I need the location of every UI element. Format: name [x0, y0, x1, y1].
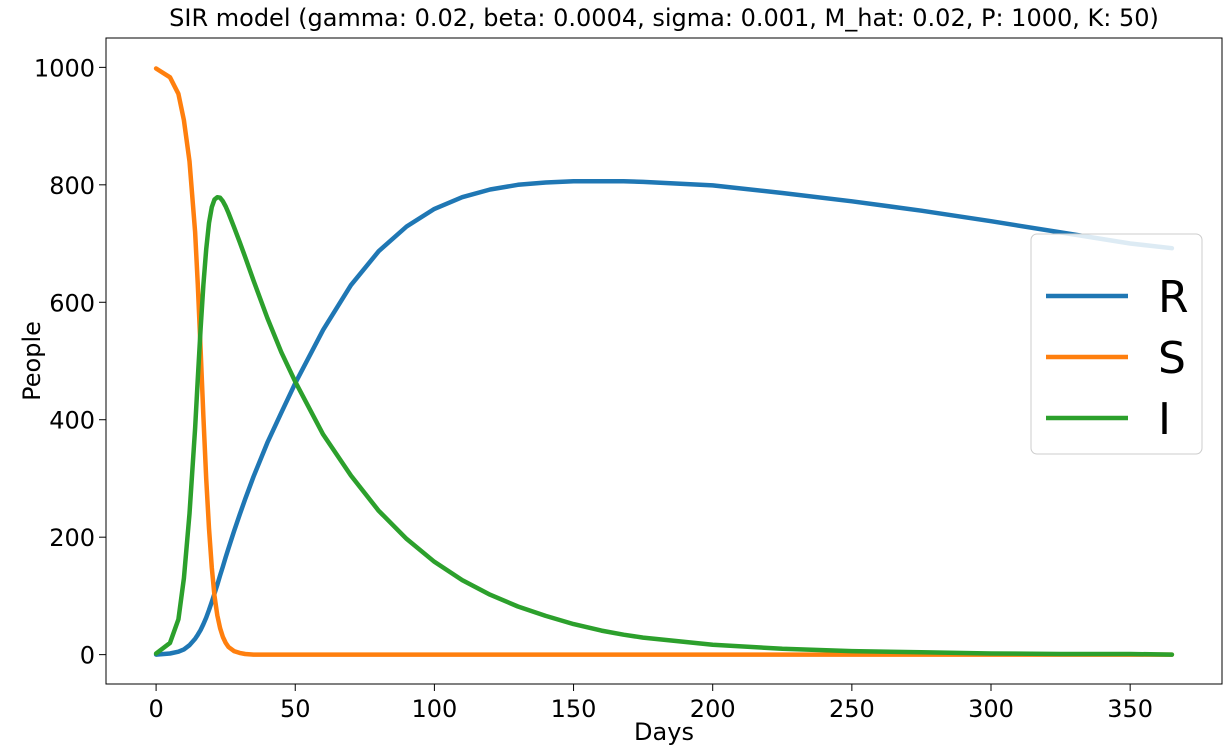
y-axis: 0 200 400 600 800 1000	[34, 54, 106, 670]
y-axis-label: People	[18, 321, 46, 401]
x-tick-label: 100	[411, 695, 457, 723]
legend-label-i: I	[1158, 394, 1171, 445]
x-axis: 0 50 100 150 200 250 300 350	[148, 684, 1153, 723]
x-tick-label: 250	[829, 695, 875, 723]
legend-box	[1030, 233, 1203, 455]
x-tick-label: 50	[280, 695, 311, 723]
series-line-s	[153, 66, 1175, 657]
legend-label-r: R	[1158, 272, 1189, 323]
chart-title: SIR model (gamma: 0.02, beta: 0.0004, si…	[169, 4, 1159, 32]
y-tick-label: 200	[49, 524, 95, 552]
legend-label-s: S	[1158, 333, 1186, 384]
x-tick-label: 350	[1107, 695, 1153, 723]
plot-area-frame	[105, 37, 1223, 685]
x-axis-label: Days	[634, 718, 694, 746]
plot-series	[153, 66, 1175, 657]
y-tick-label: 600	[49, 289, 95, 317]
series-line-i	[153, 194, 1175, 657]
y-tick-label: 0	[80, 642, 95, 670]
x-tick-label: 200	[690, 695, 736, 723]
x-tick-label: 150	[551, 695, 597, 723]
y-tick-label: 800	[49, 172, 95, 200]
y-tick-label: 1000	[34, 54, 95, 82]
x-tick-label: 300	[968, 695, 1014, 723]
x-tick-label: 0	[148, 695, 163, 723]
legend: RSI	[1030, 233, 1203, 455]
series-line-r	[153, 179, 1175, 657]
y-tick-label: 400	[49, 407, 95, 435]
